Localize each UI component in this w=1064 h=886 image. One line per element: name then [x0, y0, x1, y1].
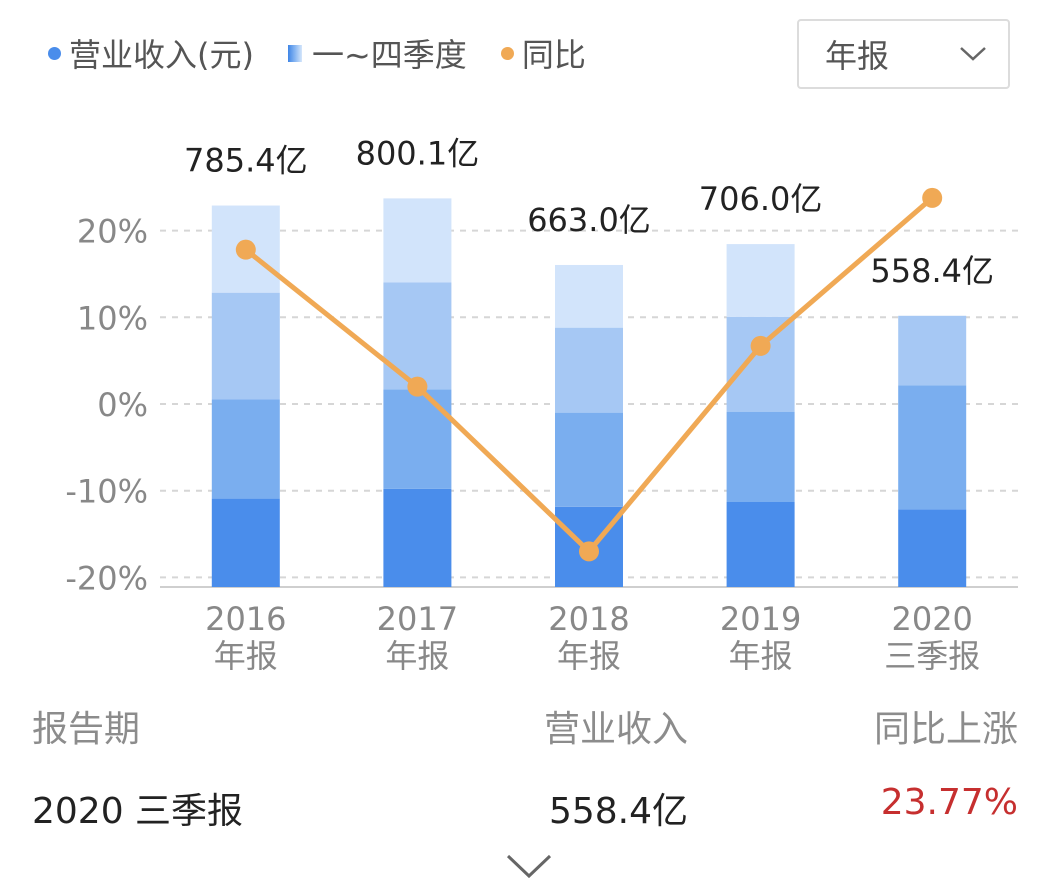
period-select-value: 年报 — [825, 37, 890, 75]
y-tick-label: 10% — [77, 299, 148, 337]
yoy-dot-icon — [500, 46, 514, 60]
x-tick-period: 年报 — [385, 637, 449, 675]
yoy-point — [922, 187, 943, 208]
yoy-point — [407, 376, 428, 397]
row-revenue: 558.4亿 — [548, 791, 688, 832]
x-tick-period: 年报 — [729, 637, 793, 675]
bar-segment — [211, 498, 280, 587]
bar-segment — [211, 399, 280, 499]
bar-segment — [555, 412, 623, 507]
y-tick-label: -10% — [65, 473, 148, 511]
x-tick-period: 三季报 — [884, 637, 980, 675]
x-tick-year: 2018 — [548, 600, 629, 638]
bar-segment — [726, 244, 795, 317]
header-revenue: 营业收入 — [543, 709, 688, 750]
revenue-chart: 20%10%0%-10%-20%785.4亿2016年报800.1亿2017年报… — [65, 134, 1018, 675]
y-tick-label: 0% — [97, 386, 148, 424]
legend-revenue[interactable]: 营业收入(元) — [48, 30, 254, 76]
bar-segment — [383, 282, 452, 390]
table-header: 报告期 营业收入 同比上涨 — [32, 700, 1018, 750]
chevron-down-icon — [960, 47, 986, 61]
x-tick-year: 2016 — [205, 600, 286, 638]
period-select[interactable]: 年报 — [797, 19, 1010, 89]
y-tick-label: -20% — [65, 559, 148, 597]
yoy-point — [579, 541, 599, 562]
legend-quarters[interactable]: 一~四季度 — [287, 30, 467, 76]
x-tick-year: 2019 — [720, 600, 801, 638]
yoy-point — [235, 239, 256, 260]
yoy-point — [750, 335, 771, 356]
bar-segment — [726, 411, 795, 503]
x-tick-period: 年报 — [214, 637, 278, 675]
revenue-dot-icon — [48, 46, 61, 60]
bar-segment — [726, 502, 795, 587]
header-period: 报告期 — [32, 709, 141, 750]
bar-total-label: 558.4亿 — [870, 252, 994, 290]
x-tick-year: 2020 — [891, 600, 972, 638]
legend-yoy-label: 同比 — [521, 36, 586, 74]
bar-segment — [555, 327, 623, 413]
legend-yoy[interactable]: 同比 — [500, 30, 586, 76]
row-yoy: 23.77% — [880, 782, 1018, 823]
bar-segment — [726, 316, 795, 412]
bar-total-label: 800.1亿 — [356, 134, 480, 172]
header-yoy: 同比上涨 — [873, 709, 1018, 750]
row-period: 2020 三季报 — [32, 791, 244, 832]
bar-segment — [898, 385, 967, 510]
bar-total-label: 785.4亿 — [184, 142, 308, 180]
bar-segment — [211, 292, 280, 400]
bar-segment — [898, 315, 967, 386]
bar-segment — [898, 509, 967, 587]
legend-quarters-label: 一~四季度 — [311, 36, 467, 74]
bar-segment — [555, 264, 623, 328]
x-tick-period: 年报 — [557, 637, 621, 675]
chart-legend: 营业收入(元) 一~四季度 同比 — [48, 30, 620, 76]
x-tick-year: 2017 — [377, 600, 458, 638]
expand-chevron-down-icon[interactable] — [504, 852, 554, 880]
bar-total-label: 663.0亿 — [527, 201, 651, 239]
bar-segment — [383, 488, 452, 587]
quarters-gradient-icon — [287, 44, 302, 62]
y-tick-label: 20% — [77, 213, 148, 251]
bar-total-label: 706.0亿 — [699, 180, 823, 218]
bar-segment — [383, 389, 452, 489]
bar-segment — [383, 198, 452, 283]
table-row[interactable]: 2020 三季报 558.4亿 23.77% — [32, 782, 1018, 832]
legend-revenue-label: 营业收入(元) — [69, 36, 254, 74]
